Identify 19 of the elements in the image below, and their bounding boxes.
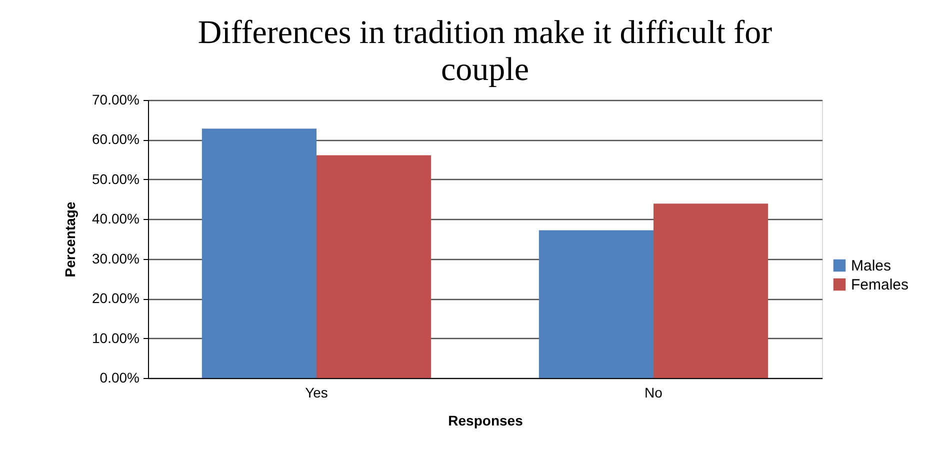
y-tick-label: 60.00% — [92, 131, 140, 148]
y-tick-label: 70.00% — [92, 92, 140, 108]
y-tick-label: 20.00% — [92, 290, 140, 306]
x-tick-label: No — [644, 384, 663, 400]
x-axis-title: Responses — [448, 412, 524, 428]
y-tick-label: 0.00% — [100, 370, 140, 386]
y-tick-label: 50.00% — [92, 170, 140, 187]
y-tick-label: 30.00% — [92, 250, 140, 266]
y-tick-label: 40.00% — [92, 210, 140, 227]
bar — [654, 204, 768, 378]
legend-label: Males — [851, 258, 892, 274]
chart-title: Differences in tradition make it difficult for couple — [198, 15, 772, 88]
x-tick-label: Yes — [305, 384, 328, 400]
y-axis-title: Percentage — [62, 202, 78, 278]
bar — [538, 230, 654, 378]
y-tick-label: 10.00% — [92, 330, 140, 346]
bar — [202, 128, 316, 378]
legend-label: Females — [851, 276, 909, 294]
bar — [316, 155, 432, 378]
